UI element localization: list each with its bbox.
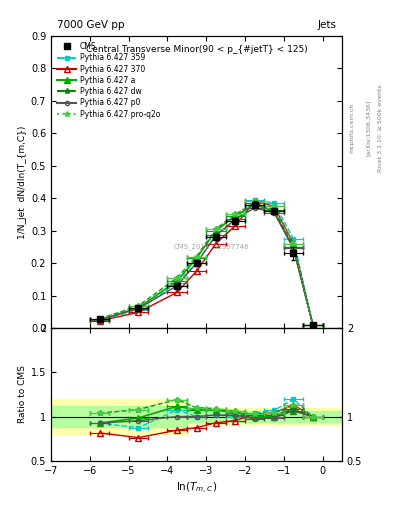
Pythia 6.427 p0 <box>194 260 199 266</box>
Pythia 6.427 pro-q2o <box>233 211 238 218</box>
Line: Pythia 6.427 a: Pythia 6.427 a <box>97 202 316 328</box>
Pythia 6.427 pro-q2o <box>252 198 257 204</box>
Pythia 6.427 dw <box>194 253 199 260</box>
Pythia 6.427 370 <box>175 289 180 295</box>
Pythia 6.427 370 <box>310 322 315 328</box>
Pythia 6.427 359 <box>310 322 315 328</box>
Pythia 6.427 pro-q2o <box>136 303 141 309</box>
Pythia 6.427 a <box>310 322 315 328</box>
Pythia 6.427 359 <box>233 218 238 224</box>
Pythia 6.427 pro-q2o <box>213 226 218 232</box>
Pythia 6.427 pro-q2o <box>97 316 102 322</box>
Pythia 6.427 p0 <box>252 205 257 211</box>
X-axis label: ln($T_{m,C}$): ln($T_{m,C}$) <box>176 481 217 496</box>
Text: mcplots.cern.ch: mcplots.cern.ch <box>350 103 355 153</box>
Pythia 6.427 370 <box>252 198 257 204</box>
Pythia 6.427 359 <box>136 307 141 313</box>
Y-axis label: 1/N_jet  dN/dln(T_{m,C}): 1/N_jet dN/dln(T_{m,C}) <box>18 125 27 239</box>
Pythia 6.427 p0 <box>97 317 102 323</box>
Text: [arXiv:1306.3436]: [arXiv:1306.3436] <box>365 100 371 156</box>
Text: Jets: Jets <box>317 20 336 30</box>
Pythia 6.427 p0 <box>175 283 180 289</box>
Text: Central Transverse Minor(90 < p_{#jetT} < 125): Central Transverse Minor(90 < p_{#jetT} … <box>86 45 307 54</box>
Pythia 6.427 a <box>291 245 296 251</box>
Pythia 6.427 359 <box>175 280 180 286</box>
Pythia 6.427 359 <box>291 236 296 242</box>
Pythia 6.427 359 <box>213 232 218 239</box>
Pythia 6.427 dw <box>291 244 296 250</box>
Pythia 6.427 a <box>272 208 276 214</box>
Pythia 6.427 a <box>136 305 141 311</box>
Pythia 6.427 dw <box>213 226 218 232</box>
Pythia 6.427 370 <box>97 318 102 324</box>
Pythia 6.427 a <box>213 227 218 233</box>
Pythia 6.427 359 <box>272 200 276 206</box>
Pythia 6.427 359 <box>194 260 199 266</box>
Pythia 6.427 dw <box>175 274 180 281</box>
Text: CMS_2011_S8957746: CMS_2011_S8957746 <box>173 243 249 249</box>
Pythia 6.427 p0 <box>213 232 218 239</box>
Pythia 6.427 dw <box>252 200 257 206</box>
Pythia 6.427 dw <box>310 322 315 328</box>
Pythia 6.427 pro-q2o <box>175 274 180 281</box>
Pythia 6.427 p0 <box>310 322 315 328</box>
Pythia 6.427 p0 <box>291 245 296 251</box>
Text: Rivet 3.1.10, ≥ 500k events: Rivet 3.1.10, ≥ 500k events <box>377 84 382 172</box>
Pythia 6.427 370 <box>233 223 238 229</box>
Line: Pythia 6.427 359: Pythia 6.427 359 <box>97 198 315 327</box>
Pythia 6.427 pro-q2o <box>194 253 199 260</box>
Pythia 6.427 dw <box>136 303 141 309</box>
Pythia 6.427 dw <box>97 316 102 322</box>
Pythia 6.427 p0 <box>136 306 141 312</box>
Pythia 6.427 370 <box>291 241 296 247</box>
Pythia 6.427 a <box>175 278 180 284</box>
Pythia 6.427 359 <box>252 197 257 203</box>
Pythia 6.427 370 <box>213 241 218 247</box>
Pythia 6.427 pro-q2o <box>310 322 315 328</box>
Pythia 6.427 dw <box>272 206 276 212</box>
Pythia 6.427 a <box>233 213 238 219</box>
Pythia 6.427 pro-q2o <box>291 241 296 247</box>
Y-axis label: Ratio to CMS: Ratio to CMS <box>18 366 27 423</box>
Text: 7000 GeV pp: 7000 GeV pp <box>57 20 125 30</box>
Pythia 6.427 370 <box>272 203 276 209</box>
Pythia 6.427 p0 <box>233 216 238 222</box>
Pythia 6.427 a <box>252 202 257 208</box>
Pythia 6.427 a <box>194 255 199 261</box>
Pythia 6.427 370 <box>136 309 141 315</box>
Legend: CMS, Pythia 6.427 359, Pythia 6.427 370, Pythia 6.427 a, Pythia 6.427 dw, Pythia: CMS, Pythia 6.427 359, Pythia 6.427 370,… <box>55 39 163 121</box>
Line: Pythia 6.427 pro-q2o: Pythia 6.427 pro-q2o <box>97 199 316 328</box>
Line: Pythia 6.427 dw: Pythia 6.427 dw <box>97 200 316 328</box>
Pythia 6.427 a <box>97 317 102 323</box>
Line: Pythia 6.427 p0: Pythia 6.427 p0 <box>97 206 315 327</box>
Line: Pythia 6.427 370: Pythia 6.427 370 <box>97 199 316 328</box>
Pythia 6.427 pro-q2o <box>272 203 276 209</box>
Pythia 6.427 359 <box>97 317 102 323</box>
Pythia 6.427 370 <box>194 268 199 274</box>
Pythia 6.427 dw <box>233 211 238 218</box>
Pythia 6.427 p0 <box>272 210 276 216</box>
